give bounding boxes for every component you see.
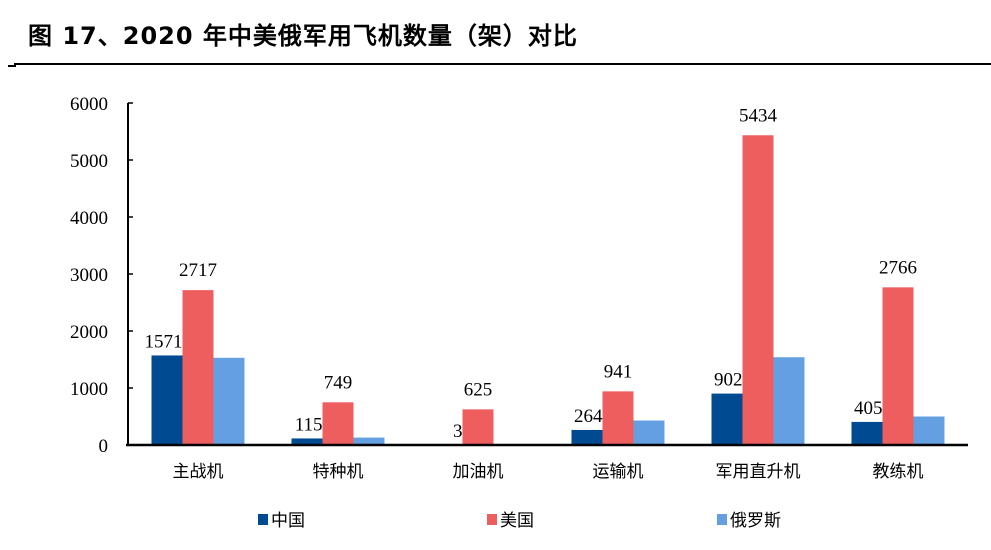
bar-美国 [182, 290, 214, 445]
chart-title: 图 17、2020 年中美俄军用飞机数量（架）对比 [28, 22, 578, 50]
data-label: 749 [324, 372, 353, 393]
bar-中国 [711, 393, 743, 445]
y-tick-label: 2000 [70, 322, 108, 343]
data-label: 1571 [145, 331, 183, 352]
x-tick-label: 军用直升机 [716, 462, 801, 482]
data-label: 2766 [879, 257, 917, 278]
bar-美国 [742, 135, 774, 445]
x-tick-label: 加油机 [453, 462, 504, 482]
data-label: 115 [295, 414, 323, 435]
title-divider [14, 63, 991, 65]
y-tick-label: 1000 [70, 379, 108, 400]
data-label: 3 [453, 421, 463, 442]
data-label: 902 [714, 370, 743, 391]
bar-美国 [602, 391, 634, 445]
bar-俄罗斯 [213, 357, 245, 445]
data-label: 2717 [179, 260, 217, 281]
bar-中国 [291, 438, 323, 445]
bar-美国 [462, 409, 494, 445]
bar-美国 [882, 287, 914, 445]
data-label: 5434 [739, 105, 778, 126]
legend-label: 中国 [271, 511, 305, 531]
legend-swatch [717, 514, 727, 525]
legend-swatch [487, 514, 497, 525]
y-tick-label: 0 [99, 436, 109, 457]
bar-俄罗斯 [773, 357, 805, 445]
bar-美国 [322, 402, 354, 445]
x-tick-label: 特种机 [313, 462, 364, 482]
legend-label: 美国 [500, 511, 534, 531]
legend-label: 俄罗斯 [730, 511, 781, 531]
bar-中国 [851, 421, 883, 445]
bar-中国 [571, 429, 603, 445]
title-divider-tick [8, 65, 16, 67]
data-label: 941 [604, 361, 633, 382]
x-tick-label: 运输机 [593, 462, 644, 482]
x-tick-label: 教练机 [873, 462, 924, 482]
bar-中国 [151, 355, 183, 445]
data-label: 264 [574, 406, 603, 427]
bar-俄罗斯 [633, 420, 665, 445]
x-tick-label: 主战机 [173, 462, 224, 482]
y-tick-label: 5000 [70, 151, 108, 172]
y-tick-label: 4000 [70, 208, 108, 229]
data-label: 625 [464, 379, 493, 400]
bar-俄罗斯 [353, 437, 385, 445]
legend-swatch [258, 514, 268, 525]
bar-俄罗斯 [913, 416, 945, 445]
y-tick-label: 6000 [70, 94, 108, 115]
y-tick-label: 3000 [70, 265, 108, 286]
data-label: 405 [854, 398, 883, 419]
